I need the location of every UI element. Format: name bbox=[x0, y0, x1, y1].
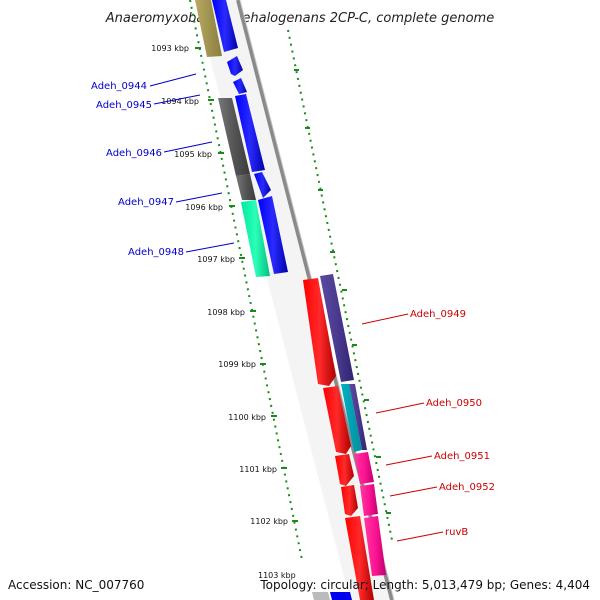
tick-label: 1102 kbp bbox=[250, 517, 288, 526]
gene-adeh-0949[interactable] bbox=[303, 278, 336, 386]
green-feature-0948 bbox=[241, 200, 270, 277]
gene-adeh-0943[interactable] bbox=[212, 0, 238, 52]
tick-label: 1101 kbp bbox=[239, 465, 277, 474]
right-callouts bbox=[361, 313, 444, 542]
pink-feature-0951 bbox=[354, 452, 374, 484]
outer-dotted-ring bbox=[287, 29, 393, 541]
gray-feature-0946 bbox=[218, 98, 250, 176]
forward-genes bbox=[212, 0, 288, 274]
gene-label-adeh-0944[interactable]: Adeh_0944 bbox=[91, 81, 147, 92]
tick-label: 1099 kbp bbox=[218, 360, 256, 369]
gene-adeh-0951[interactable] bbox=[335, 454, 354, 486]
gene-label-adeh-0951[interactable]: Adeh_0951 bbox=[434, 451, 490, 462]
tick-label: 1095 kbp bbox=[174, 150, 212, 159]
gene-adeh-0950[interactable] bbox=[323, 386, 351, 454]
inner-features bbox=[195, 0, 270, 277]
bottom-partial-feature bbox=[330, 592, 352, 600]
gene-label-adeh-0950[interactable]: Adeh_0950 bbox=[426, 398, 482, 409]
gene-label-adeh-0948[interactable]: Adeh_0948 bbox=[128, 247, 184, 258]
pink-feature-0952 bbox=[360, 484, 378, 516]
tick-labels: 1093 kbp 1094 kbp 1095 kbp 1096 kbp 1097… bbox=[151, 44, 295, 580]
tick-label: 1097 kbp bbox=[197, 255, 235, 264]
accession-text: Accession: NC_007760 bbox=[8, 578, 145, 592]
right-gene-labels: Adeh_0949 Adeh_0950 Adeh_0951 Adeh_0952 … bbox=[410, 309, 495, 538]
gene-label-adeh-0952[interactable]: Adeh_0952 bbox=[439, 482, 495, 493]
tick-label: 1100 kbp bbox=[228, 413, 266, 422]
gene-ruvb[interactable] bbox=[345, 516, 374, 600]
left-callouts bbox=[149, 73, 235, 253]
gene-label-adeh-0949[interactable]: Adeh_0949 bbox=[410, 309, 466, 320]
outer-features bbox=[312, 274, 386, 600]
gene-label-ruvb[interactable]: ruvB bbox=[445, 527, 468, 538]
gene-adeh-0946[interactable] bbox=[235, 94, 265, 172]
gray-feature-0947 bbox=[236, 174, 256, 200]
topology-text: Topology: circular; Length: 5,013,479 bp… bbox=[260, 578, 590, 592]
tick-label: 1098 kbp bbox=[207, 308, 245, 317]
tick-label: 1103 kbp bbox=[258, 571, 296, 580]
purple-feature-0950 bbox=[349, 384, 367, 450]
gene-label-adeh-0945[interactable]: Adeh_0945 bbox=[96, 100, 152, 111]
gene-adeh-0945[interactable] bbox=[233, 78, 247, 94]
tick-label: 1094 kbp bbox=[161, 97, 199, 106]
tick-marks bbox=[195, 47, 298, 522]
ring-shade bbox=[195, 0, 390, 600]
map-title: Anaeromyxobacter dehalogenans 2CP-C, com… bbox=[105, 11, 494, 26]
tick-label: 1096 kbp bbox=[185, 203, 223, 212]
cyan-feature-0950 bbox=[341, 384, 362, 452]
gene-adeh-0952[interactable] bbox=[341, 485, 358, 516]
tick-label: 1093 kbp bbox=[151, 44, 189, 53]
gene-adeh-0944[interactable] bbox=[227, 56, 243, 76]
left-gene-labels: Adeh_0944 Adeh_0945 Adeh_0946 Adeh_0947 … bbox=[91, 81, 184, 258]
olive-feature bbox=[195, 0, 222, 57]
pink-feature-ruvb bbox=[364, 516, 386, 576]
bottom-partial-feature-gray bbox=[312, 592, 330, 600]
purple-feature-0949 bbox=[320, 274, 354, 382]
outer-ticks bbox=[294, 69, 391, 514]
gene-label-adeh-0947[interactable]: Adeh_0947 bbox=[118, 197, 174, 208]
gene-adeh-0947[interactable] bbox=[254, 172, 271, 198]
reverse-genes bbox=[303, 278, 374, 600]
gene-adeh-0948[interactable] bbox=[258, 196, 288, 274]
gene-label-adeh-0946[interactable]: Adeh_0946 bbox=[106, 148, 162, 159]
